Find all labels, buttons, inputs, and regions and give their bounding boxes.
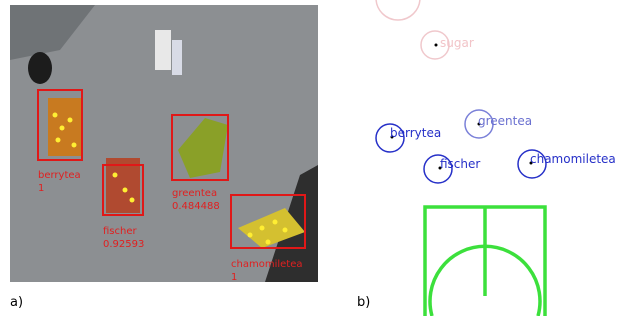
- detection-name: chamomiletea: [231, 259, 302, 270]
- detection-score: 1: [38, 183, 44, 194]
- object-name: chamomiletea: [530, 152, 616, 166]
- object-name: sugar: [440, 36, 474, 50]
- camera-image: berrytea 1 fischer 0.92593 greentea 0.48…: [10, 5, 318, 283]
- mouse: [28, 52, 52, 84]
- object-name: fischer: [440, 157, 480, 171]
- object-name: greentea: [478, 114, 532, 128]
- object-name: berrytea: [390, 126, 441, 140]
- detection-name: fischer: [103, 226, 137, 237]
- tube: [155, 30, 171, 70]
- object-center: [435, 44, 438, 47]
- detection-score: 0.92593: [103, 239, 144, 250]
- detection-name: berrytea: [38, 170, 81, 181]
- tea-box: [48, 98, 82, 156]
- panel-label: a): [10, 295, 23, 310]
- panel-label: b): [357, 295, 370, 310]
- figure: berrytea 1 fischer 0.92593 greentea 0.48…: [0, 0, 619, 316]
- detection-score: 1: [231, 272, 237, 283]
- robot: [425, 207, 545, 316]
- object-circle: [376, 0, 420, 20]
- detection-name: greentea: [172, 188, 217, 199]
- tube: [172, 40, 182, 75]
- tea-box: [106, 158, 140, 213]
- detection-score: 0.484488: [172, 201, 220, 212]
